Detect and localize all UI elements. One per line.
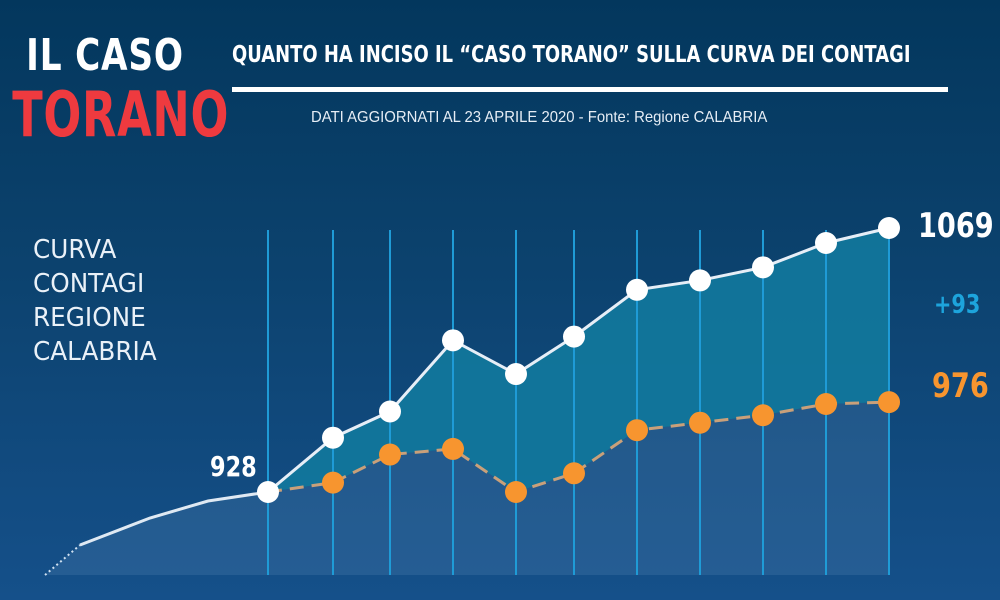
point-excl: [626, 419, 648, 442]
brand-title: IL CASO TORANO: [0, 30, 228, 148]
label-end-excl: 976: [932, 366, 989, 406]
side-label-line: CURVA: [33, 235, 117, 265]
side-label-line: REGIONE: [33, 303, 146, 333]
chart-subtitle: DATI AGGIORNATI AL 23 APRILE 2020 - Font…: [311, 109, 768, 126]
point-total: [563, 325, 585, 348]
label-end-total: 1069: [918, 206, 994, 246]
side-label-line: CALABRIA: [33, 337, 157, 367]
point-total: [752, 256, 774, 279]
point-total: [689, 269, 711, 292]
point-total: [379, 400, 401, 423]
point-excl: [322, 471, 344, 494]
line-prehistory: [79, 490, 269, 547]
line-excl-torano: [267, 400, 890, 494]
label-start-value: 928: [210, 450, 257, 483]
point-total: [442, 329, 464, 352]
point-excl: [505, 481, 527, 503]
side-label: CURVA CONTAGI REGIONE CALABRIA: [33, 233, 163, 369]
side-label-line: CONTAGI: [33, 269, 145, 299]
point-excl: [878, 391, 900, 414]
point-total: [322, 426, 344, 449]
point-total: [505, 363, 527, 386]
label-difference: +93: [934, 290, 981, 320]
point-excl: [815, 393, 837, 415]
point-excl: [442, 437, 464, 460]
point-excl: [752, 404, 774, 427]
point-excl: [689, 411, 711, 434]
point-total: [257, 481, 279, 503]
point-total: [815, 231, 837, 254]
brand-line1: IL CASO: [26, 30, 184, 81]
difference-band: [268, 228, 889, 492]
point-excl: [379, 443, 401, 466]
point-excl: [563, 462, 585, 485]
point-total: [626, 278, 648, 301]
title-divider: [232, 87, 948, 92]
point-total: [878, 217, 900, 239]
area-base: [45, 402, 889, 575]
